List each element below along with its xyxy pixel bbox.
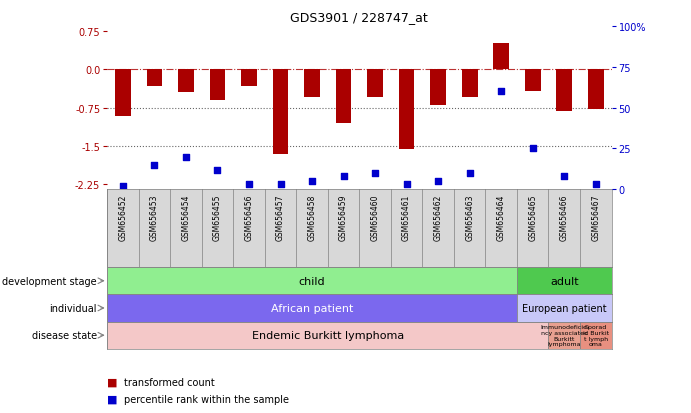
Text: GSM656462: GSM656462 xyxy=(434,194,443,240)
Point xyxy=(338,173,349,180)
Text: GSM656456: GSM656456 xyxy=(245,194,254,240)
Bar xyxy=(367,70,383,98)
Bar xyxy=(588,70,604,110)
Point xyxy=(180,154,191,161)
Point xyxy=(433,178,444,185)
Point xyxy=(401,182,412,188)
Point xyxy=(212,167,223,173)
Bar xyxy=(107,268,517,294)
Text: GSM656460: GSM656460 xyxy=(370,194,379,240)
Text: child: child xyxy=(299,276,325,286)
Bar xyxy=(273,70,288,154)
Point xyxy=(527,146,538,152)
Bar xyxy=(209,70,225,101)
Text: GSM656465: GSM656465 xyxy=(528,194,537,240)
Point xyxy=(559,173,570,180)
Bar xyxy=(107,322,549,349)
Bar xyxy=(241,70,257,86)
Text: Sporad
ic Burkit
t lymph
oma: Sporad ic Burkit t lymph oma xyxy=(583,324,609,347)
Point xyxy=(117,183,129,190)
Text: percentile rank within the sample: percentile rank within the sample xyxy=(124,394,290,404)
Point xyxy=(275,182,286,188)
Bar xyxy=(107,294,517,322)
Text: GSM656463: GSM656463 xyxy=(465,194,474,240)
Text: individual: individual xyxy=(50,303,97,313)
Point xyxy=(464,170,475,177)
Bar xyxy=(517,268,612,294)
Text: GSM656459: GSM656459 xyxy=(339,194,348,240)
Text: GSM656453: GSM656453 xyxy=(150,194,159,240)
Text: GSM656464: GSM656464 xyxy=(497,194,506,240)
Bar xyxy=(517,294,612,322)
Text: GSM656461: GSM656461 xyxy=(402,194,411,240)
Point xyxy=(243,182,254,188)
Text: European patient: European patient xyxy=(522,303,607,313)
Text: adult: adult xyxy=(550,276,578,286)
Bar xyxy=(493,44,509,70)
Bar xyxy=(336,70,352,123)
Bar xyxy=(178,70,193,93)
Text: GSM656458: GSM656458 xyxy=(307,194,316,240)
Bar xyxy=(146,70,162,86)
Text: transformed count: transformed count xyxy=(124,377,215,387)
Bar xyxy=(399,70,415,150)
Text: GSM656454: GSM656454 xyxy=(182,194,191,240)
Point xyxy=(307,178,318,185)
Text: GSM656457: GSM656457 xyxy=(276,194,285,240)
Bar xyxy=(556,70,572,112)
Title: GDS3901 / 228747_at: GDS3901 / 228747_at xyxy=(290,11,428,24)
Bar xyxy=(304,70,320,98)
Point xyxy=(370,170,381,177)
Text: development stage: development stage xyxy=(2,276,97,286)
Text: disease state: disease state xyxy=(32,330,97,340)
Text: GSM656452: GSM656452 xyxy=(118,194,127,240)
Bar xyxy=(525,70,540,92)
Bar xyxy=(580,322,612,349)
Bar xyxy=(462,70,477,98)
Bar xyxy=(115,70,131,117)
Text: African patient: African patient xyxy=(271,303,353,313)
Text: GSM656466: GSM656466 xyxy=(560,194,569,240)
Bar xyxy=(430,70,446,106)
Text: GSM656467: GSM656467 xyxy=(591,194,600,240)
Text: Immunodeficie
ncy associated
Burkitt
lymphoma: Immunodeficie ncy associated Burkitt lym… xyxy=(541,324,588,347)
Point xyxy=(149,162,160,169)
Text: Endemic Burkitt lymphoma: Endemic Burkitt lymphoma xyxy=(252,330,404,340)
Point xyxy=(495,89,507,95)
Text: ■: ■ xyxy=(107,394,117,404)
Point xyxy=(590,182,601,188)
Text: ■: ■ xyxy=(107,377,117,387)
Bar xyxy=(549,322,580,349)
Text: GSM656455: GSM656455 xyxy=(213,194,222,240)
